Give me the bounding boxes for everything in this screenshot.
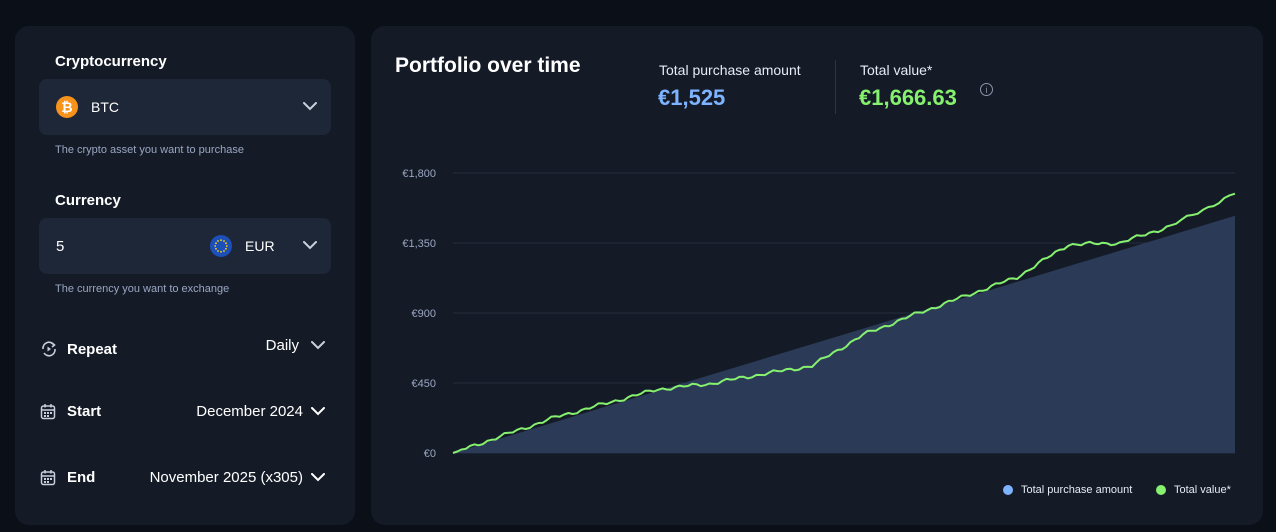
end-label: End <box>67 469 96 486</box>
legend-label-value: Total value* <box>1174 484 1231 496</box>
repeat-value: Daily <box>265 337 299 354</box>
end-select[interactable]: November 2025 (x305) <box>125 465 325 493</box>
value-label: Total value* <box>860 62 933 78</box>
start-select[interactable]: December 2024 <box>165 399 325 427</box>
repeat-label: Repeat <box>67 341 118 358</box>
legend-dot-purchase <box>1003 485 1013 495</box>
bitcoin-icon: ₿ <box>56 96 78 118</box>
currency-label: Currency <box>55 192 121 209</box>
y-tick-label: €1,800 <box>402 168 436 180</box>
y-tick-label: €1,350 <box>402 238 436 250</box>
total-value: €1,666.63 <box>859 85 957 110</box>
currency-value: EUR <box>245 238 275 254</box>
info-icon[interactable]: i <box>980 83 993 96</box>
end-value: November 2025 (x305) <box>149 469 303 486</box>
legend-dot-value <box>1156 485 1166 495</box>
chart-panel: Portfolio over time Total purchase amoun… <box>371 26 1263 525</box>
portfolio-chart: €0 €450 €900 €1,350 €1,800 <box>402 168 1236 460</box>
chevron-down-icon <box>303 102 317 111</box>
chevron-down-icon <box>311 473 325 482</box>
currency-helper: The currency you want to exchange <box>55 283 230 295</box>
total-value-line <box>452 192 1236 454</box>
legend-label-purchase: Total purchase amount <box>1021 484 1133 496</box>
divider <box>835 60 836 114</box>
settings-panel: Cryptocurrency ₿ BTC The crypto asset yo… <box>15 26 355 525</box>
chevron-down-icon <box>311 341 325 350</box>
euro-flag-icon <box>210 235 232 257</box>
calendar-icon <box>40 403 56 425</box>
crypto-label: Cryptocurrency <box>55 53 167 70</box>
start-value: December 2024 <box>196 403 303 420</box>
amount-input[interactable]: 5 <box>56 238 65 255</box>
y-tick-label: €900 <box>412 308 436 320</box>
calendar-icon <box>40 469 56 491</box>
purchase-area <box>453 215 1235 453</box>
chart-title: Portfolio over time <box>395 54 581 77</box>
start-label: Start <box>67 403 102 420</box>
crypto-value: BTC <box>91 99 119 115</box>
y-tick-label: €0 <box>424 448 436 460</box>
y-tick-label: €450 <box>412 378 436 390</box>
repeat-icon <box>40 340 58 363</box>
chevron-down-icon <box>303 241 317 250</box>
chevron-down-icon <box>311 407 325 416</box>
currency-select[interactable]: 5 EUR <box>39 218 331 274</box>
purchase-label: Total purchase amount <box>659 62 801 78</box>
crypto-helper: The crypto asset you want to purchase <box>55 144 244 156</box>
repeat-select[interactable]: Daily <box>235 334 325 362</box>
purchase-value: €1,525 <box>658 85 726 110</box>
crypto-select[interactable]: ₿ BTC <box>39 79 331 135</box>
